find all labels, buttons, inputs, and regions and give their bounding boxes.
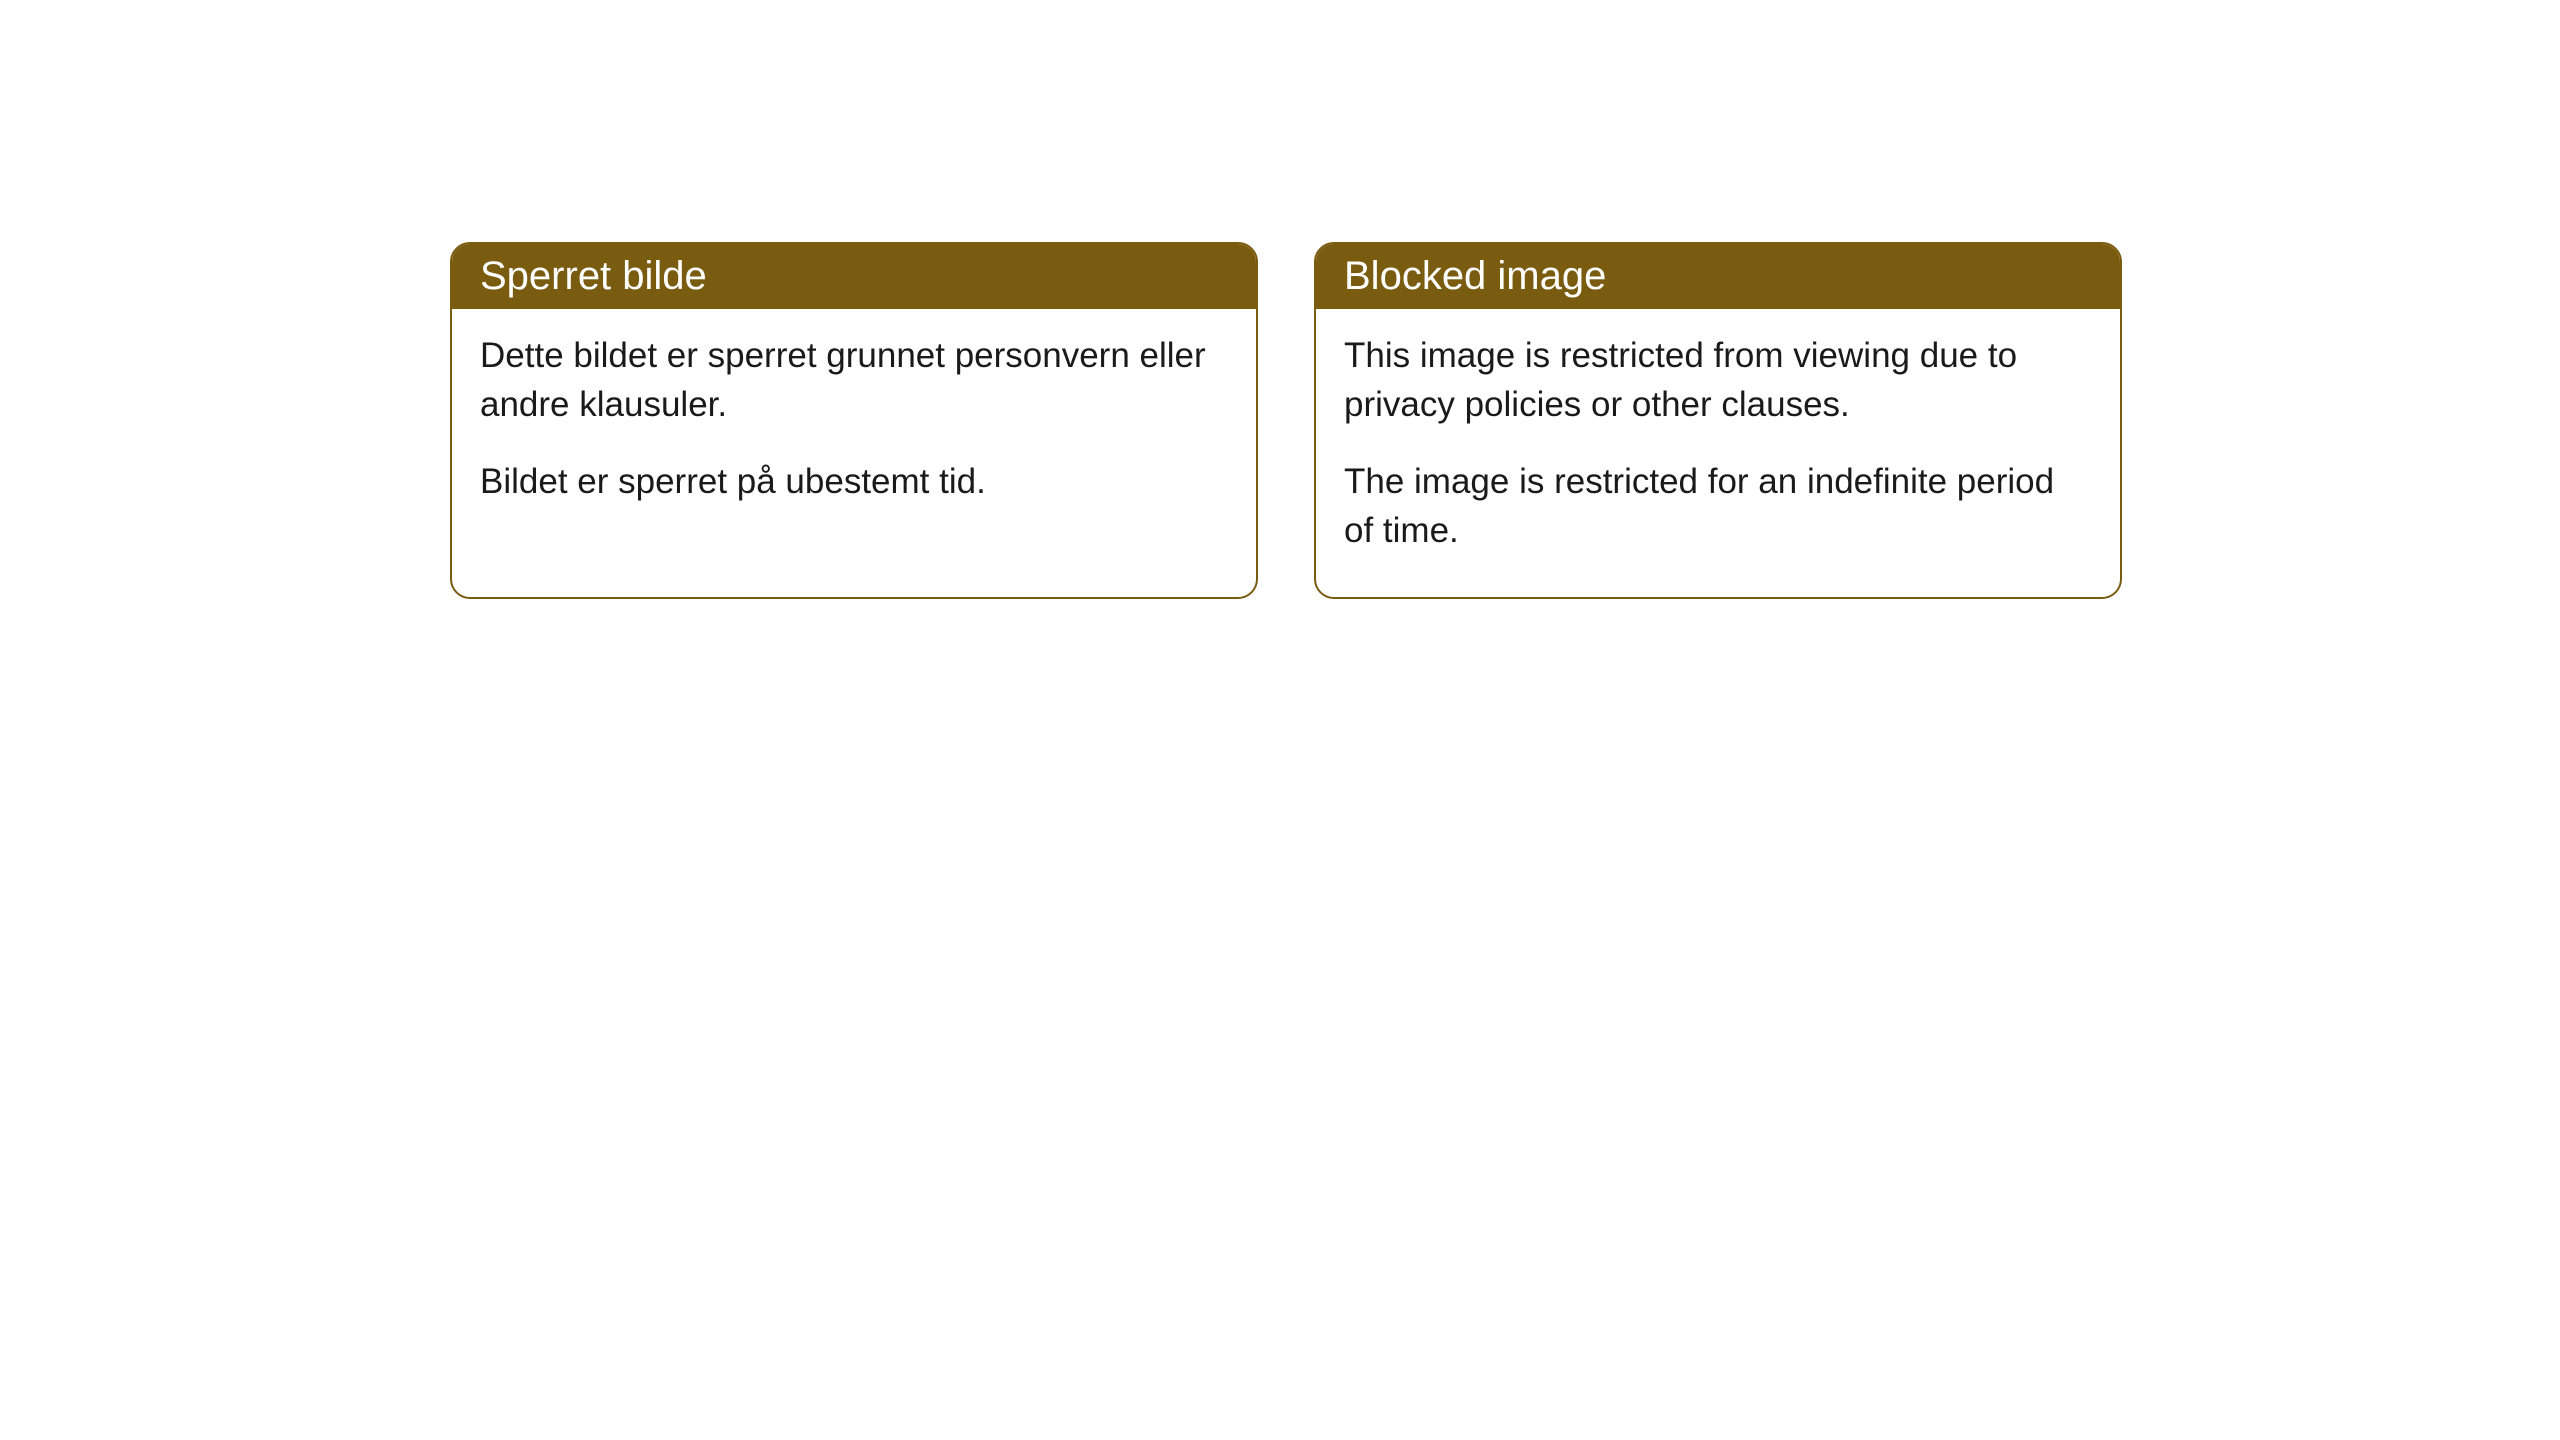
card-header-norwegian: Sperret bilde: [452, 244, 1256, 309]
card-paragraph-2: The image is restricted for an indefinit…: [1344, 457, 2092, 555]
blocked-image-card-english: Blocked image This image is restricted f…: [1314, 242, 2122, 599]
card-paragraph-2: Bildet er sperret på ubestemt tid.: [480, 457, 1228, 506]
card-body-english: This image is restricted from viewing du…: [1316, 309, 2120, 597]
notice-cards-container: Sperret bilde Dette bildet er sperret gr…: [450, 242, 2122, 599]
card-paragraph-1: Dette bildet er sperret grunnet personve…: [480, 331, 1228, 429]
card-header-english: Blocked image: [1316, 244, 2120, 309]
blocked-image-card-norwegian: Sperret bilde Dette bildet er sperret gr…: [450, 242, 1258, 599]
card-body-norwegian: Dette bildet er sperret grunnet personve…: [452, 309, 1256, 548]
card-paragraph-1: This image is restricted from viewing du…: [1344, 331, 2092, 429]
